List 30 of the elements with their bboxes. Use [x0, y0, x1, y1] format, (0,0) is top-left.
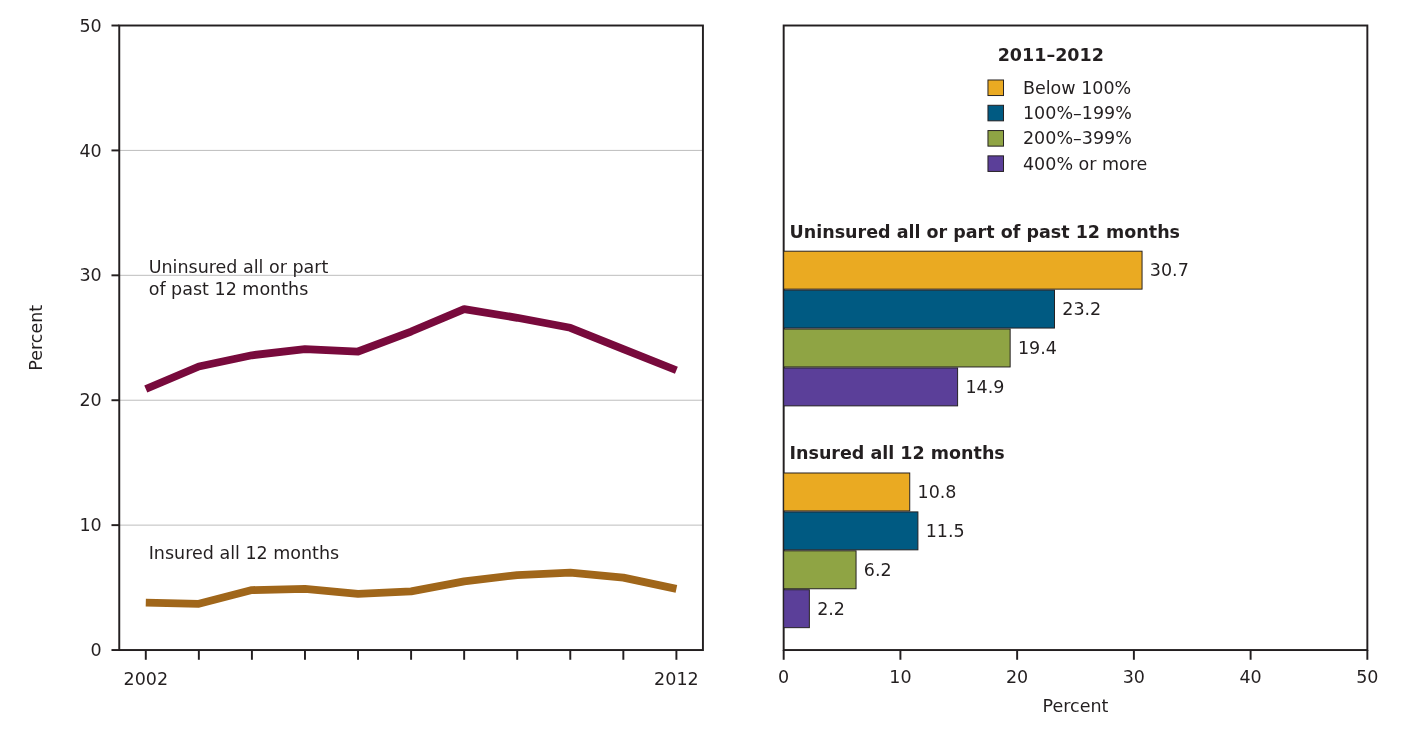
legend-label: Below 100%: [1022, 77, 1132, 98]
y-tick-label: 30: [79, 265, 102, 286]
x-tick-label: 2012: [654, 669, 699, 690]
y-tick-label: 20: [79, 390, 102, 411]
x-axis-title: Percent: [1042, 696, 1109, 717]
data-label: 6.2: [863, 559, 892, 580]
y-tick-label: 10: [79, 515, 102, 536]
legend-label: 400% or more: [1022, 153, 1148, 174]
text: Uninsured all or part of past 12 months: [148, 257, 329, 300]
x-tick-label: 2002: [123, 669, 169, 690]
data-label: 11.5: [925, 521, 965, 541]
data-label: 14.9: [965, 377, 1005, 398]
x-tick-label: 40: [1239, 667, 1262, 688]
data-label: 30.7: [1149, 260, 1189, 281]
data-label: 10.8: [917, 482, 957, 503]
legend-label: 100%–199%: [1022, 103, 1132, 124]
y-tick-label: 0: [90, 640, 102, 661]
series-label: Insured all 12 months: [148, 542, 340, 563]
y-axis-title: Percent: [26, 304, 47, 371]
data-label: 2.2: [817, 598, 845, 619]
legend-title: 2011–2012: [997, 44, 1104, 65]
legend-label: 200%–399%: [1022, 128, 1132, 149]
x-tick-label: 30: [1122, 667, 1146, 688]
data-label: 23.2: [1062, 299, 1102, 320]
y-tick-label: 40: [79, 140, 102, 161]
x-tick-label: 50: [1356, 667, 1379, 688]
y-tick-label: 50: [79, 15, 102, 36]
x-tick-label: 20: [1006, 667, 1029, 688]
data-label: 19.4: [1017, 338, 1057, 359]
x-tick-label: 10: [889, 667, 912, 688]
